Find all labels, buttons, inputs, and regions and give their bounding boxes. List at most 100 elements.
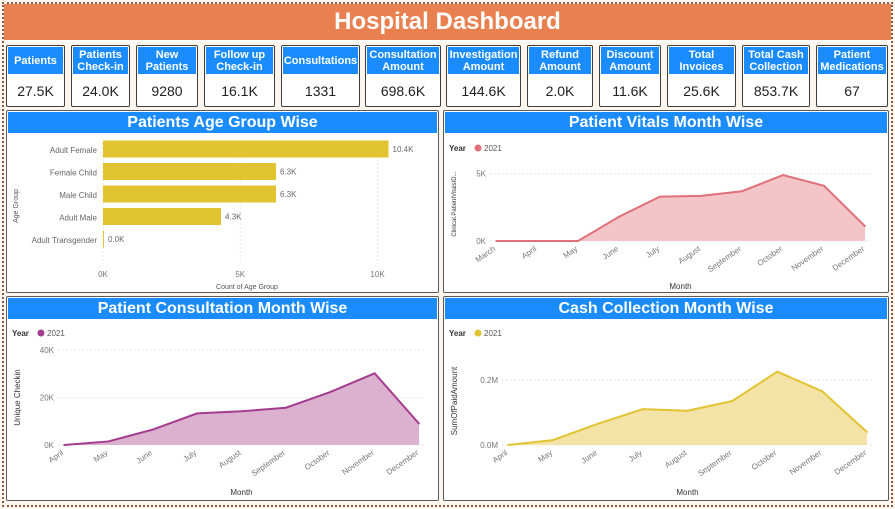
data-point [741, 190, 743, 193]
legend-marker [474, 329, 482, 337]
x-tick-label: May [92, 448, 110, 464]
x-tick-label: September [250, 448, 287, 478]
data-label: 10.4K [393, 145, 415, 154]
kpi-value: 24.0K [82, 83, 119, 99]
kpi-value: 11.6K [612, 83, 648, 99]
kpi-card[interactable]: Patients Check-in 24.0K [71, 45, 130, 107]
kpi-label: Refund Amount [529, 47, 591, 74]
x-tick-label: May [562, 244, 580, 260]
consultation-panel[interactable]: Patient Consultation Month Wise Year 2021… [6, 296, 439, 501]
data-point [776, 370, 779, 373]
cash-chart[interactable]: Year 2021 0.0M 0.2M April May June July August Se… [444, 297, 890, 502]
x-tick-label: 10K [370, 270, 385, 279]
kpi-value: 16.1K [221, 83, 258, 99]
legend-label: 2021 [484, 329, 502, 338]
y-tick-label: Adult Transgender [32, 236, 98, 245]
kpi-label: Consultation Amount [367, 47, 439, 74]
x-tick-label: August [677, 244, 703, 266]
data-point [618, 215, 620, 218]
kpi-card[interactable]: Refund Amount 2.0K [527, 45, 593, 107]
kpi-label: Consultations [283, 47, 358, 74]
data-label: 6.3K [280, 168, 297, 177]
kpi-card[interactable]: Discount Amount 11.6K [599, 45, 661, 107]
bar [103, 140, 389, 158]
data-point [151, 428, 154, 431]
kpi-card[interactable]: Total Cash Collection 853.7K [742, 45, 810, 107]
y-tick-label: 0K [476, 237, 486, 246]
bar [103, 208, 222, 225]
legend-marker [37, 329, 45, 337]
x-tick-label: December [831, 244, 867, 273]
kpi-card[interactable]: Patients 27.5K [6, 45, 65, 107]
age-group-chart[interactable]: 0K 5K 10K Adult Female 10.4K Female Child 6.3K… [7, 111, 440, 294]
data-point [196, 412, 198, 415]
data-point [864, 225, 866, 227]
data-point [536, 240, 538, 242]
data-point [552, 439, 554, 441]
kpi-card[interactable]: New Patients 9280 [136, 45, 198, 107]
kpi-card[interactable]: Patient Medications 67 [816, 45, 888, 107]
data-point [641, 408, 644, 410]
y-tick-label: 20K [40, 394, 55, 403]
data-label: 0.0K [108, 235, 125, 244]
x-tick-label: December [833, 448, 869, 477]
bar [103, 185, 276, 203]
vitals-chart[interactable]: Year 2021 0K 5K March April May June July August S… [444, 111, 890, 294]
data-label: 6.3K [280, 190, 297, 199]
area-fill [64, 373, 419, 445]
x-tick-label: November [340, 448, 376, 477]
x-tick-label: 5K [235, 270, 245, 279]
x-tick-label: September [706, 244, 743, 274]
cash-title: Cash Collection Month Wise [445, 298, 887, 319]
data-point [63, 444, 65, 446]
data-point [329, 391, 332, 393]
x-tick-label: June [601, 244, 621, 262]
legend-title: Year [12, 329, 29, 338]
kpi-label: Patient Medications [818, 47, 886, 74]
kpi-value: 25.6K [683, 83, 720, 99]
x-tick-label: August [217, 448, 243, 470]
data-point [731, 400, 734, 402]
data-point [373, 372, 376, 375]
cash-panel[interactable]: Cash Collection Month Wise Year 2021 0.0M 0… [443, 296, 889, 501]
kpi-card[interactable]: Follow up Check-in 16.1K [204, 45, 275, 107]
data-point [659, 195, 661, 198]
kpi-value: 67 [844, 83, 860, 99]
area-fill [508, 371, 867, 445]
kpi-value: 853.7K [753, 83, 799, 99]
kpi-row: Patients 27.5K Patients Check-in 24.0K New P… [6, 45, 890, 107]
y-tick-label: Male Child [59, 191, 97, 200]
x-tick-label: May [536, 448, 554, 464]
data-point [577, 240, 579, 242]
legend-marker [474, 144, 482, 152]
dashboard-title: Hospital Dashboard [4, 4, 891, 42]
data-point [507, 444, 509, 446]
area-fill [496, 175, 865, 241]
y-axis-label: SumOfPaidAmount [450, 366, 459, 435]
y-tick-label: 0K [44, 441, 54, 450]
kpi-card[interactable]: Total Invoices 25.6K [667, 45, 736, 107]
kpi-card[interactable]: Consultations 1331 [281, 45, 360, 107]
age-group-panel[interactable]: Patients Age Group Wise 0K 5K 10K Adult Fem… [6, 110, 439, 293]
y-axis-label: Unique Checkin [13, 369, 22, 425]
consultation-title: Patient Consultation Month Wise [8, 298, 437, 319]
data-point [495, 240, 497, 242]
y-tick-label: 5K [476, 170, 486, 179]
data-point [596, 423, 599, 425]
vitals-panel[interactable]: Patient Vitals Month Wise Year 2021 0K 5K Ma… [443, 110, 889, 293]
kpi-card[interactable]: Investigation Amount 144.6K [446, 45, 521, 107]
y-axis-label: Age Group [13, 189, 20, 223]
data-point [285, 406, 287, 409]
vitals-title: Patient Vitals Month Wise [445, 112, 887, 133]
consultation-chart[interactable]: Year 2021 0K 20K 40K April May June July August Se… [7, 297, 440, 502]
data-point [686, 409, 689, 412]
kpi-value: 144.6K [461, 83, 506, 99]
x-tick-label: June [580, 448, 600, 466]
x-tick-label: 0K [98, 270, 108, 279]
age-group-title: Patients Age Group Wise [8, 112, 437, 133]
y-axis-label: Clinical.PatientVitalsID... [452, 171, 458, 237]
kpi-card[interactable]: Consultation Amount 698.6K [365, 45, 441, 107]
legend-title: Year [449, 329, 466, 338]
x-tick-label: June [135, 448, 155, 466]
